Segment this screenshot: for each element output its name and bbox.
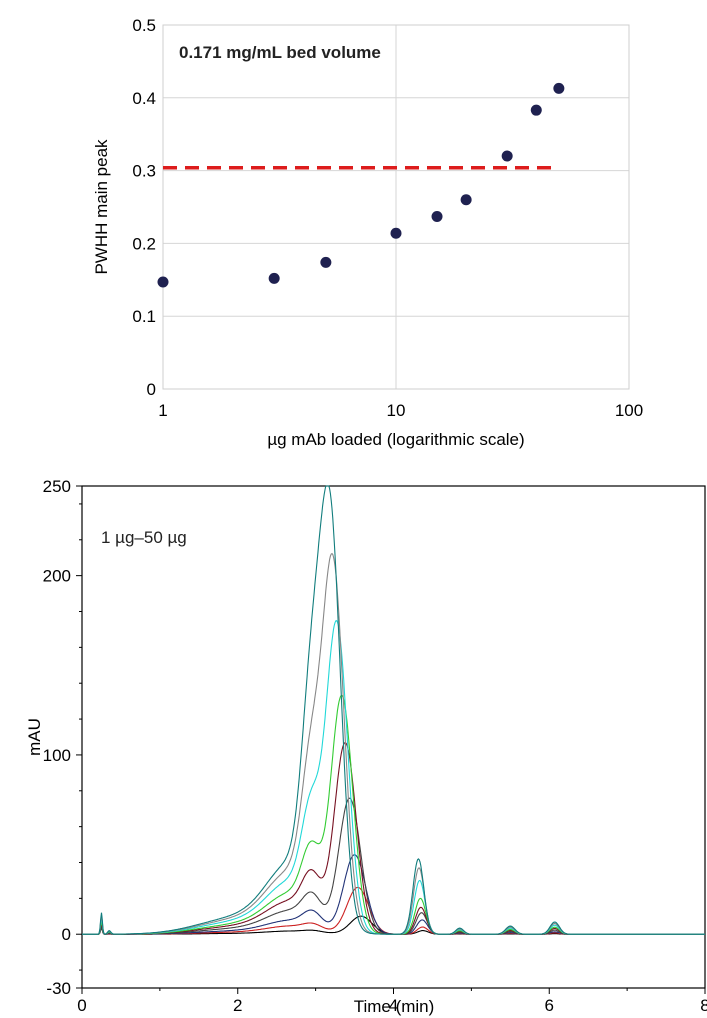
scatter-point — [530, 104, 542, 116]
scatter-point — [268, 272, 280, 284]
scatter-point — [157, 276, 169, 288]
chromatogram-y-tick-label: 200 — [43, 567, 71, 586]
scatter-points — [157, 82, 565, 288]
scatter-x-tick-label: 1 — [158, 401, 167, 420]
chromatogram-y-tick-label: 100 — [43, 746, 71, 765]
scatter-chart: 0 0.1 0.2 0.3 0.4 0.5 1 10 100 0.171 mg/mL bed v… — [92, 16, 643, 449]
scatter-point — [501, 150, 513, 162]
chromatogram-y-axis-label: mAU — [25, 718, 44, 756]
chromatogram-trace — [82, 886, 705, 935]
scatter-point — [320, 256, 332, 268]
scatter-point — [431, 210, 443, 222]
scatter-axes: 0 0.1 0.2 0.3 0.4 0.5 1 10 100 — [132, 16, 643, 420]
chromatogram-trace — [82, 854, 705, 935]
scatter-annotation: 0.171 mg/mL bed volume — [179, 43, 381, 62]
scatter-y-tick-label: 0.3 — [132, 162, 156, 181]
chromatogram-x-tick-label: 2 — [233, 996, 242, 1015]
chromatogram-trace — [82, 620, 705, 935]
chromatogram-x-tick-label: 6 — [545, 996, 554, 1015]
scatter-point — [390, 227, 402, 239]
chromatogram-trace — [82, 552, 705, 935]
chromatogram-trace — [82, 485, 705, 935]
chromatogram-x-tick-label: 4 — [389, 996, 398, 1015]
scatter-y-tick-label: 0 — [147, 380, 156, 399]
scatter-plot-frame — [162, 24, 630, 390]
chromatogram-y-tick-label: 0 — [62, 925, 71, 944]
chromatogram-traces — [82, 485, 705, 935]
scatter-y-tick-label: 0.4 — [132, 89, 156, 108]
chromatogram-axes: -30 0 100 200 250 0 2 4 6 8 — [43, 477, 707, 1015]
chromatogram-trace — [82, 741, 705, 935]
scatter-grid — [162, 24, 630, 390]
chromatogram-x-tick-label: 8 — [700, 996, 707, 1015]
scatter-x-tick-label: 10 — [387, 401, 406, 420]
chromatogram-annotation: 1 µg–50 µg — [101, 528, 187, 547]
chromatogram-y-tick-label: 250 — [43, 477, 71, 496]
chromatogram-y-tick-label: -30 — [46, 979, 71, 998]
chromatogram-x-tick-label: 0 — [77, 996, 86, 1015]
chromatogram-trace — [82, 694, 705, 935]
scatter-y-tick-label: 0.5 — [132, 16, 156, 35]
scatter-point — [553, 82, 565, 94]
chromatogram-chart: -30 0 100 200 250 0 2 4 6 8 1 µg–50 µg Time (min)… — [25, 477, 707, 1016]
chromatogram-trace — [82, 797, 705, 935]
scatter-y-tick-label: 0.1 — [132, 307, 156, 326]
scatter-x-axis-label: µg mAb loaded (logarithmic scale) — [267, 430, 524, 449]
scatter-y-tick-label: 0.2 — [132, 234, 156, 253]
scatter-point — [460, 194, 472, 206]
chromatogram-x-axis-label: Time (min) — [354, 997, 435, 1016]
chromatogram-plot-frame — [81, 485, 706, 989]
scatter-x-tick-label: 100 — [615, 401, 643, 420]
scatter-y-axis-label: PWHH main peak — [92, 139, 111, 275]
